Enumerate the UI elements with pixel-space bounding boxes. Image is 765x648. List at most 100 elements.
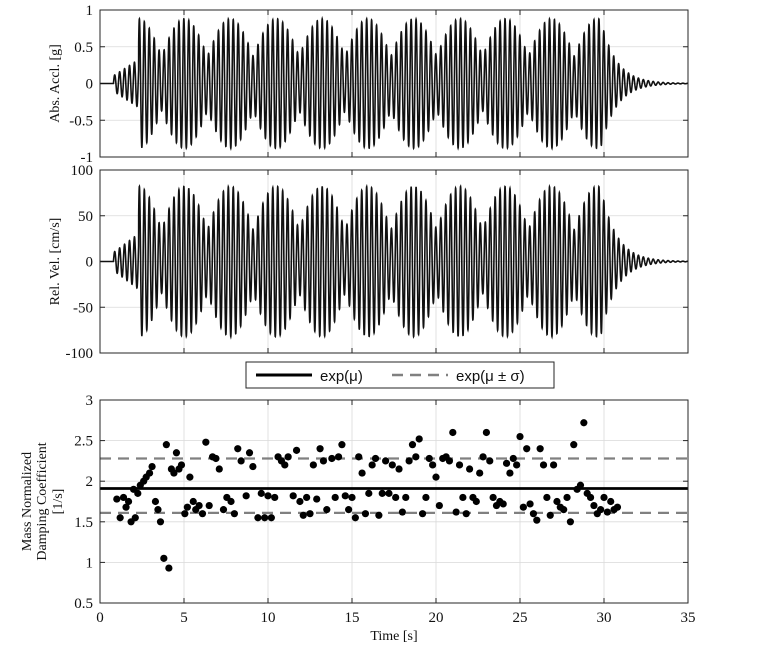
signal-line [100,183,689,340]
data-point [181,510,189,518]
y-tick-label: 0 [86,77,94,93]
data-point [533,516,541,524]
data-point [479,453,487,461]
data-point [215,465,223,473]
x-tick-label: 10 [261,610,276,626]
data-point [482,428,490,437]
x-tick-label: 25 [513,610,528,626]
data-point [371,454,380,463]
data-point [392,493,400,502]
acceleration-panel: 1 0.5 0 -0.5 -1 Abs. Accl. [g] [48,3,689,166]
data-point [148,462,156,471]
data-point [566,518,575,526]
data-point [435,501,443,510]
data-point [348,493,356,502]
data-point [257,489,265,497]
y-tick-label: 2 [86,474,94,490]
data-point [198,510,207,518]
data-point [351,514,359,522]
legend: exp(μ) exp(μ ± σ) [245,361,555,389]
data-point [550,461,558,469]
y-tick-label: -1 [81,150,94,166]
plot-frame [99,169,689,354]
data-point [227,497,235,506]
data-point [449,428,457,437]
y-tick-label: 0.5 [74,40,93,56]
legend-label-band: exp(μ ± σ) [456,368,525,385]
data-point [151,497,160,506]
data-point [445,457,454,465]
data-point [234,445,242,453]
x-tick-label: 5 [180,610,188,626]
plot-frame [99,9,689,158]
y-tick-label: -100 [66,346,94,362]
x-tick-label: 35 [681,610,696,626]
x-tick-label: 30 [597,610,612,626]
data-point [408,441,417,449]
data-point [328,454,336,463]
data-point [597,506,605,514]
data-point [405,457,413,465]
data-point [455,461,464,469]
data-point [170,469,178,477]
data-point [145,469,154,477]
data-point [313,495,321,503]
data-point [402,493,410,502]
y-tick-label: 1.5 [74,515,93,531]
data-point [183,503,191,511]
data-point [124,497,133,506]
plot-frame [99,399,689,604]
data-point [309,461,317,469]
data-point [586,493,595,502]
data-point [219,506,228,514]
data-point [382,457,390,465]
x-tick-label: 15 [345,610,360,626]
data-point [523,445,531,453]
data-point [570,441,578,449]
data-point [134,489,142,497]
data-point [331,493,339,502]
data-point [172,449,181,457]
data-point [432,473,440,481]
data-point [119,493,128,502]
data-point [388,461,396,469]
data-point [412,453,420,461]
data-point [355,453,363,461]
data-point [476,469,484,477]
data-point [506,469,514,477]
data-point [385,489,393,497]
data-point [281,461,289,469]
data-point [452,508,460,516]
data-point [472,497,480,506]
data-point [245,449,254,457]
data-point [334,453,343,461]
data-point [378,489,386,497]
data-point [299,511,307,519]
data-point [580,419,588,427]
data-point [212,454,220,463]
data-point [539,461,548,469]
data-point [323,506,331,514]
data-point [590,501,598,510]
data-point [553,497,561,506]
data-point [459,493,467,502]
data-point [345,506,353,514]
data-point [316,445,324,453]
data-point [519,503,527,511]
y-tick-label: -0.5 [69,113,93,129]
data-point [116,514,124,522]
data-point [368,461,376,469]
data-point [418,510,427,518]
data-point [603,508,611,516]
data-point [249,462,257,471]
y-axis-label: Mass Normalized [20,452,35,551]
data-point [230,510,238,518]
data-point [398,508,406,516]
data-point [429,461,437,469]
data-point [319,457,328,465]
data-point [361,510,370,518]
data-point [499,500,507,508]
legend-label-mean: exp(μ) [320,368,363,385]
data-point [154,506,162,514]
